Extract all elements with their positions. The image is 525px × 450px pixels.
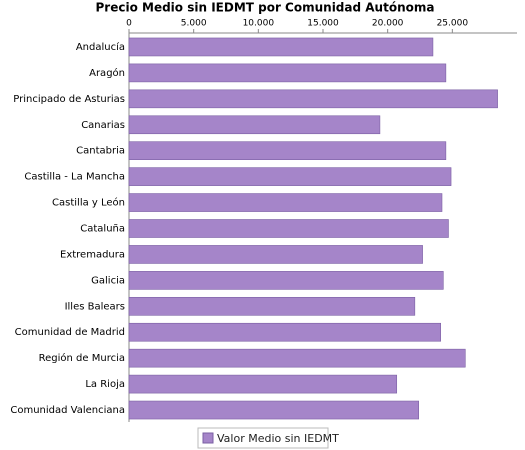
y-tick-label: Cantabria (76, 146, 125, 157)
y-tick-label: Principado de Asturias (13, 94, 125, 105)
bar (128, 167, 452, 186)
legend-swatch (202, 432, 214, 444)
bar (128, 115, 381, 135)
x-tick-label: 25.000 (437, 19, 469, 29)
bar (128, 400, 420, 420)
bar (128, 193, 443, 212)
bar (128, 37, 434, 57)
bar (128, 296, 416, 316)
bar (128, 63, 447, 83)
y-tick-label: Región de Murcia (39, 352, 125, 364)
bar (128, 348, 466, 368)
bar (128, 219, 449, 238)
legend-box (197, 427, 329, 449)
bar (128, 322, 441, 342)
bar (128, 374, 398, 394)
y-tick-label: Illes Balears (65, 301, 125, 312)
y-tick-label: Galicia (91, 275, 125, 286)
x-tick-label: 15.000 (307, 19, 339, 29)
y-tick-label: Castilla - La Mancha (24, 172, 125, 183)
y-tick-label: Castilla y León (52, 197, 125, 209)
chart-title: Precio Medio sin IEDMT por Comunidad Aut… (96, 1, 435, 15)
y-tick-label: Canarias (81, 120, 125, 131)
legend-label: Valor Medio sin IEDMT (217, 432, 339, 445)
x-tick-label: 0 (126, 19, 132, 29)
y-tick-label: Cataluña (80, 224, 125, 235)
y-tick-label: Comunidad Valenciana (10, 405, 125, 416)
y-tick-label: Extremadura (60, 249, 125, 260)
bar (128, 89, 498, 109)
y-tick-label: Aragón (89, 67, 125, 79)
bar (128, 141, 447, 160)
x-tick-label: 10.000 (243, 19, 275, 29)
bar (128, 245, 423, 264)
y-tick-label: La Rioja (85, 379, 125, 390)
x-tick-label: 20.000 (372, 19, 404, 29)
y-tick-label: Andalucía (76, 41, 125, 53)
bar (128, 271, 444, 290)
x-tick-label: 5.000 (181, 19, 207, 29)
y-tick-label: Comunidad de Madrid (15, 327, 125, 338)
